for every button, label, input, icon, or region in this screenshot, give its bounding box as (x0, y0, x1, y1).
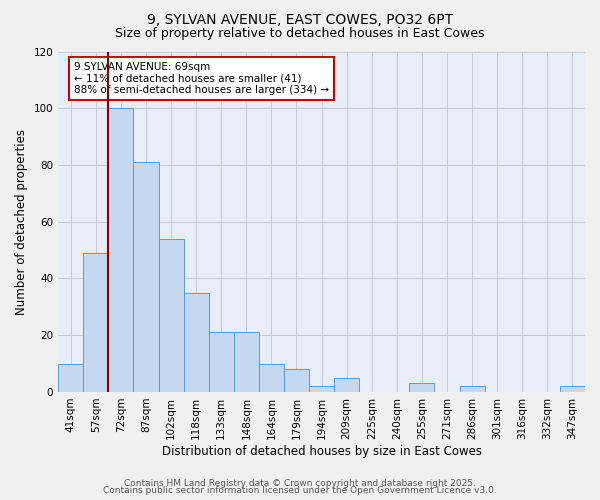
Bar (83, 253, 109, 392)
Bar (133, 162, 158, 392)
Bar (334, 378, 359, 392)
Bar (309, 386, 334, 392)
Text: 9, SYLVAN AVENUE, EAST COWES, PO32 6PT: 9, SYLVAN AVENUE, EAST COWES, PO32 6PT (147, 12, 453, 26)
Text: 9 SYLVAN AVENUE: 69sqm
← 11% of detached houses are smaller (41)
88% of semi-det: 9 SYLVAN AVENUE: 69sqm ← 11% of detached… (74, 62, 329, 95)
Bar (158, 239, 184, 392)
Bar (58, 364, 83, 392)
Bar (284, 370, 309, 392)
Text: Contains public sector information licensed under the Open Government Licence v3: Contains public sector information licen… (103, 486, 497, 495)
Bar (259, 364, 284, 392)
Bar (409, 384, 434, 392)
Bar (460, 386, 485, 392)
Bar (184, 292, 209, 392)
Y-axis label: Number of detached properties: Number of detached properties (15, 128, 28, 314)
Text: Contains HM Land Registry data © Crown copyright and database right 2025.: Contains HM Land Registry data © Crown c… (124, 478, 476, 488)
Bar (109, 108, 133, 392)
X-axis label: Distribution of detached houses by size in East Cowes: Distribution of detached houses by size … (161, 444, 482, 458)
Text: Size of property relative to detached houses in East Cowes: Size of property relative to detached ho… (115, 28, 485, 40)
Bar (560, 386, 585, 392)
Bar (209, 332, 234, 392)
Bar (234, 332, 259, 392)
